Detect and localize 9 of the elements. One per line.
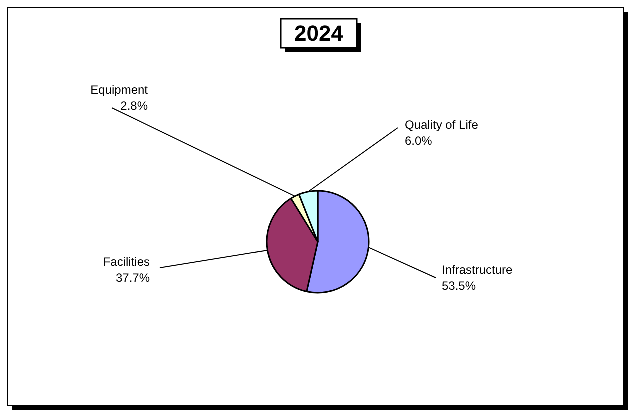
data-label: 53.5% — [442, 279, 476, 293]
data-label: 37.7% — [116, 271, 150, 285]
chart-title: 2024 — [294, 21, 344, 46]
slice-label: Facilities — [103, 255, 150, 269]
slice-label: Infrastructure — [442, 263, 514, 277]
slice-label: Equipment — [90, 83, 149, 97]
data-label: 6.0% — [405, 134, 433, 148]
slice-label: Quality of Life — [405, 118, 479, 132]
data-label: 2.8% — [120, 99, 148, 113]
